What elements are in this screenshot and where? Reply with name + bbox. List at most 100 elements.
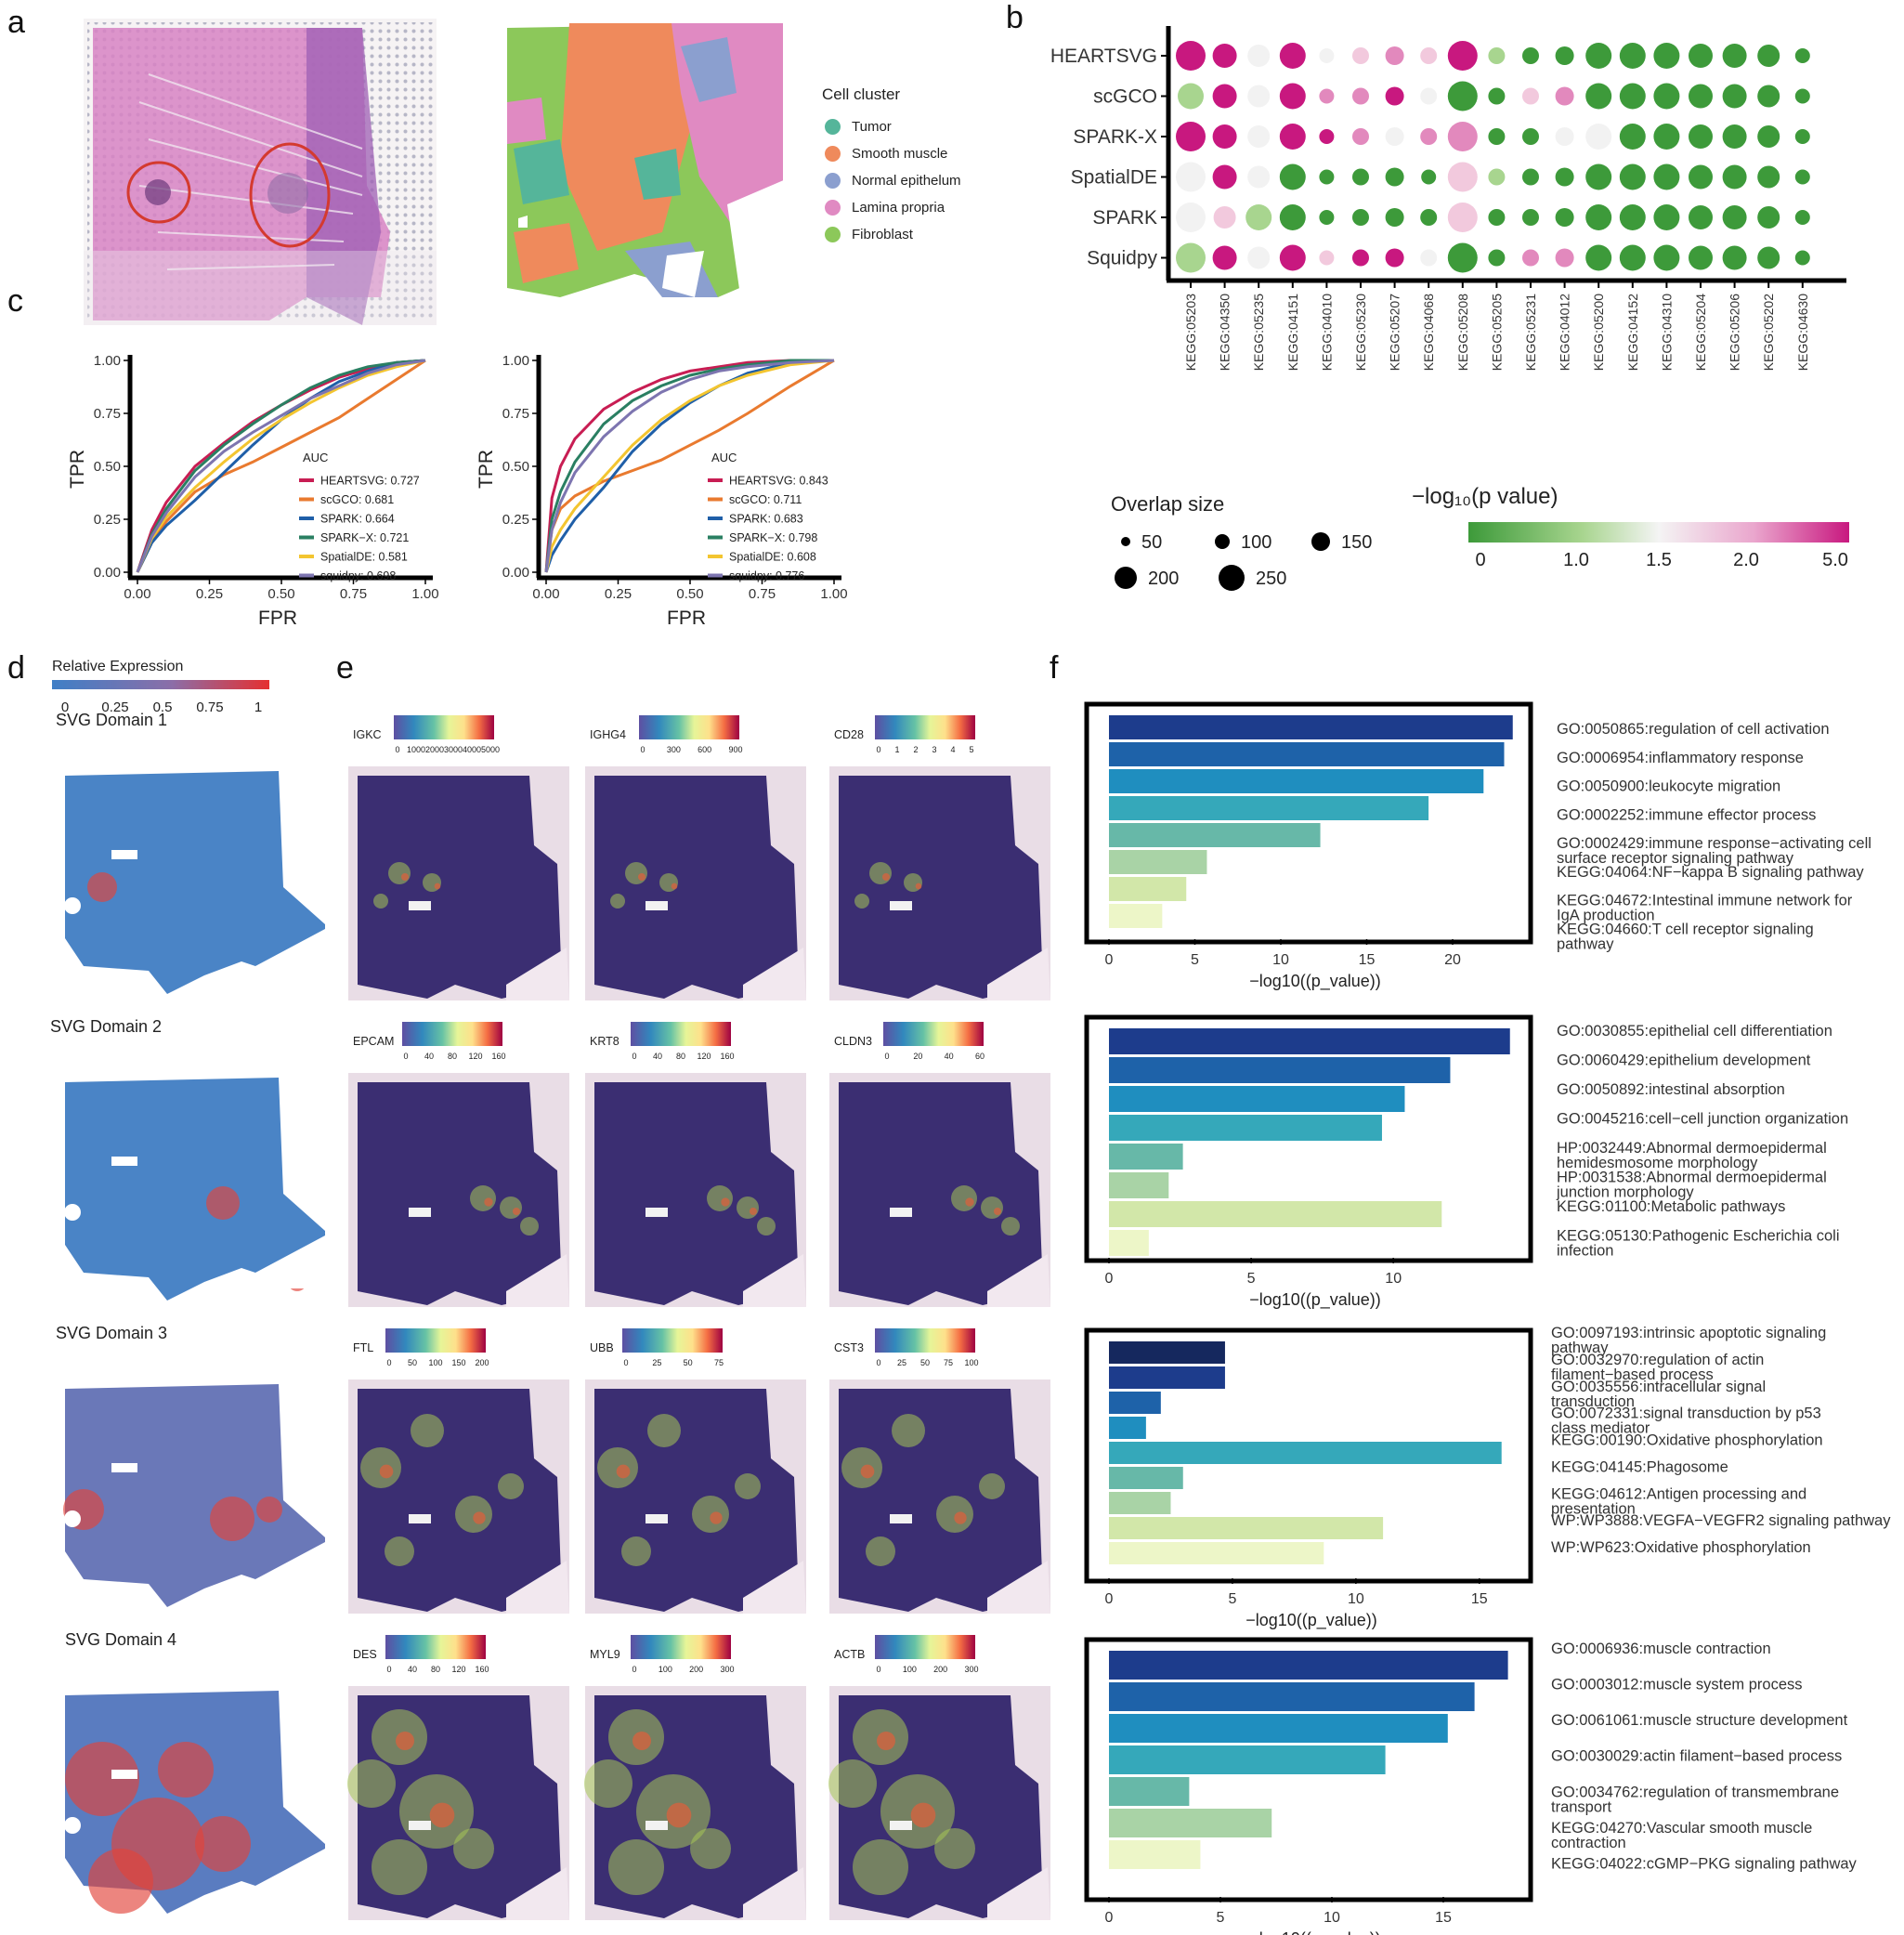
expression-hotspot xyxy=(866,1536,895,1566)
map-gap xyxy=(987,1561,1050,1614)
expression-peak xyxy=(994,1208,1001,1215)
x-tick-label: 10 xyxy=(1324,1910,1340,1926)
x-axis-title: FPR xyxy=(667,608,706,629)
expression-peak xyxy=(638,873,646,881)
gene-name: IGHG4 xyxy=(590,728,626,741)
expression-peak xyxy=(915,883,922,890)
gene-map-panel: CST3 0 25 50 75 100 xyxy=(829,1328,1050,1614)
gene-colorbar-tick: 75 xyxy=(714,1358,724,1367)
tumor-region-1 xyxy=(126,161,191,224)
expression-hotspot xyxy=(453,1828,494,1869)
dot-mark xyxy=(1385,86,1404,106)
color-legend-tick: 5.0 xyxy=(1822,550,1848,570)
map-gap xyxy=(890,901,912,910)
pathway-label: KEGG:05207 xyxy=(1388,294,1402,371)
expression-hotspot xyxy=(347,1759,396,1808)
legend-tick: 0.75 xyxy=(196,699,223,715)
dot-mark xyxy=(1176,41,1206,71)
dot-mark xyxy=(1212,164,1237,190)
dot-mark xyxy=(1757,165,1780,189)
legend-tick: 1 xyxy=(254,699,262,715)
domain-tissue xyxy=(65,1078,325,1301)
category-label-line: KEGG:04064:NF−kappa B signaling pathway xyxy=(1557,864,1864,881)
x-axis-title: −log10((p_value)) xyxy=(1249,1290,1381,1310)
expression-hotspot xyxy=(692,1496,729,1533)
dot-mark xyxy=(1522,87,1539,105)
dot-mark xyxy=(1585,163,1612,190)
dot-mark xyxy=(1247,125,1271,148)
dot-mark xyxy=(1385,208,1404,227)
category-label: KEGG:01100:Metabolic pathways xyxy=(1557,1198,1785,1215)
gene-colorbar-tick: 160 xyxy=(491,1052,505,1061)
x-tick-label: 0.50 xyxy=(676,586,703,602)
category-label: GO:0045216:cell−cell junction organizati… xyxy=(1557,1111,1848,1128)
auc-legend-label: squidpy: 0.698 xyxy=(320,569,396,582)
method-label: HEARTSVG xyxy=(1050,46,1157,67)
dot-mark xyxy=(1722,205,1747,229)
gene-colorbar-tick: 3000 xyxy=(444,745,463,754)
cluster-color-dot xyxy=(825,200,841,216)
gene-name: ACTB xyxy=(834,1648,865,1661)
domain-tissue xyxy=(65,1384,325,1607)
enrichment-bar xyxy=(1109,877,1187,901)
category-label-line: pathway xyxy=(1557,935,1614,952)
gene-colorbar-tick: 40 xyxy=(945,1052,954,1061)
dot-mark xyxy=(1619,124,1646,150)
cluster-legend-item: Normal epithelum xyxy=(825,167,961,194)
roc-line xyxy=(544,359,834,573)
gene-colorbar-tick: 2 xyxy=(913,745,918,754)
svg-domain-maps: SVG Domain 1 SVG Domain 2 SVG Domain 3 SVG … xyxy=(50,711,325,1914)
enrichment-bar xyxy=(1109,850,1207,874)
gene-colorbar xyxy=(883,1022,984,1046)
dot-mark xyxy=(1722,84,1747,109)
map-gap xyxy=(506,1254,569,1307)
y-tick-label: 0.25 xyxy=(94,512,121,528)
map-gap xyxy=(409,1514,431,1523)
pathway-label: KEGG:04010 xyxy=(1319,294,1334,371)
color-legend-tick: 1.0 xyxy=(1563,550,1589,570)
category-label: KEGG:04672:Intestinal immune network for… xyxy=(1557,893,1853,924)
cluster-legend-item: Tumor xyxy=(825,113,961,140)
category-label: GO:0050865:regulation of cell activation xyxy=(1557,721,1830,738)
size-legend-dot xyxy=(1121,537,1130,546)
map-gap xyxy=(743,1867,806,1920)
dot-mark xyxy=(1247,45,1271,67)
dot-mark xyxy=(1794,88,1810,104)
dot-mark xyxy=(1421,169,1437,185)
gene-map-panel: CD28 0 1 2 3 4 5 xyxy=(829,715,1050,1000)
dot-mark xyxy=(1447,242,1478,273)
category-label-line: KEGG:00190:Oxidative phosphorylation xyxy=(1551,1432,1823,1449)
legend-tick: 0.25 xyxy=(101,699,128,715)
dot-mark xyxy=(1722,164,1747,190)
gene-colorbar-tick: 80 xyxy=(448,1052,457,1061)
category-label-line: GO:0035556:intracellular signal xyxy=(1551,1379,1766,1395)
dot-mark xyxy=(1352,168,1369,186)
legend-title: Relative Expression xyxy=(52,659,183,674)
expression-hotspot xyxy=(455,1496,492,1533)
gene-map-panel: IGHG4 0 300 600 900 xyxy=(585,715,806,1000)
size-legend-label: 150 xyxy=(1341,532,1372,553)
dot-mark xyxy=(1213,206,1236,229)
expression-map xyxy=(839,776,1043,999)
expression-hotspot xyxy=(610,894,625,909)
cluster-legend-item: Fibroblast xyxy=(825,221,961,248)
expression-hotspot xyxy=(647,1414,681,1447)
expression-peak xyxy=(882,873,890,881)
category-label-line: pathway xyxy=(1551,1340,1609,1356)
dot-mark xyxy=(1522,209,1539,226)
enrichment-bar-charts: 0 5 10 15 20 −log10((p_value)) GO:0050865:regu… xyxy=(1084,701,1891,1935)
gene-name: DES xyxy=(353,1648,377,1661)
expression-peak xyxy=(379,1464,394,1479)
dot-mark xyxy=(1555,46,1574,65)
map-gap xyxy=(743,1254,806,1307)
x-tick-label: 1.00 xyxy=(411,586,438,602)
enrichment-bar xyxy=(1109,1542,1324,1564)
category-label-line: GO:0072331:signal transduction by p53 xyxy=(1551,1405,1821,1422)
gene-map-panel: CLDN3 0 20 40 60 xyxy=(829,1022,1050,1307)
dot-mark xyxy=(1522,168,1539,186)
x-tick-label: 0 xyxy=(1105,952,1114,968)
roc-line xyxy=(544,359,835,573)
category-label: GO:0061061:muscle structure development xyxy=(1551,1712,1848,1729)
category-label-line: KEGG:04145:Phagosome xyxy=(1551,1458,1728,1475)
gene-colorbar-tick: 0 xyxy=(386,1665,391,1674)
